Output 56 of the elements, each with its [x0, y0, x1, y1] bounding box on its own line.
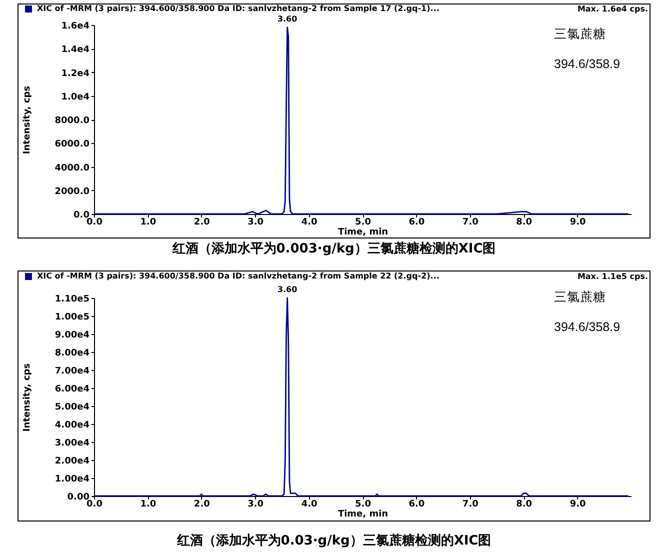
x-tick-label: 1.0	[140, 218, 156, 228]
annotation: 394.6/358.9	[554, 320, 620, 334]
annotation: 394.6/358.9	[554, 57, 620, 71]
x-tick-label: 8.0	[516, 218, 532, 228]
x-tick-label: 8.0	[516, 500, 532, 510]
y-tick-label: 3.00e4	[54, 438, 90, 448]
x-tick-label: 4.0	[301, 500, 318, 510]
x-tick-label: 0.0	[86, 218, 102, 228]
x-tick-label: 3.0	[248, 218, 264, 228]
x-tick-label: 2.0	[194, 500, 210, 510]
x-axis-title: Time, min	[338, 228, 388, 238]
text: 红酒（添加水平为0.03·g/kg）三氯蔗糖检测的XIC图	[176, 532, 492, 548]
y-tick-label: 8.00e4	[54, 348, 90, 358]
y-tick-label: 1.0e4	[61, 92, 90, 102]
y-tick-label: 1.10e5	[54, 294, 90, 304]
x-tick-label: 7.0	[462, 218, 478, 228]
annotation: 3.60	[277, 14, 298, 24]
x-tick-label: 3.0	[248, 500, 264, 510]
text: 红酒（添加水平为0.003·g/kg）三氯蔗糖检测的XIC图	[171, 240, 496, 256]
x-tick-label: 9.0	[570, 500, 586, 510]
y-tick-label: 1.00e5	[54, 312, 90, 322]
x-tick-label: 9.0	[570, 218, 586, 228]
y-tick-label: 7.00e4	[54, 366, 90, 376]
x-tick-label: 5.0	[355, 500, 371, 510]
y-tick-label: 4000.0	[54, 163, 90, 174]
y-tick-label: 6.00e4	[54, 384, 90, 394]
y-tick-label: 4.00e4	[54, 420, 90, 430]
x-axis-title: Time, min	[338, 510, 388, 520]
annotation: 三氯蔗糖	[554, 27, 606, 41]
y-tick-label: 8000.0	[54, 116, 90, 126]
y-tick-label: 1.00e4	[54, 474, 90, 484]
y-tick-label: 6000.0	[54, 140, 90, 150]
y-tick-label: 2.00e4	[54, 456, 90, 466]
y-tick-label: 1.2e4	[61, 68, 90, 79]
x-tick-label: 0.0	[86, 500, 102, 510]
legend-label: XIC of -MRM (3 pairs): 394.600/358.900 Da ID: sanlvzhetang-2 from Sample 22 (2.gq-2)...	[37, 272, 440, 280]
x-tick-label: 2.0	[194, 218, 210, 228]
x-tick-label: 1.0	[140, 500, 156, 510]
legend-label: XIC of -MRM (3 pairs): 394.600/358.900 Da ID: sanlvzhetang-2 from Sample 17 (2.gq-1)...	[37, 4, 440, 13]
y-axis-title: Intensity, cps	[22, 363, 32, 432]
annotation: 三氯蔗糖	[554, 290, 606, 304]
annotation: 3.60	[277, 285, 298, 294]
text: Max. 1.6e4 cps.	[577, 4, 648, 14]
text: Max. 1.1e5 cps.	[577, 272, 648, 281]
y-tick-label: 1.6e4	[61, 22, 90, 32]
x-tick-label: 6.0	[408, 500, 425, 510]
x-tick-label: 6.0	[408, 218, 425, 228]
line-series	[93, 26, 630, 215]
y-tick-label: 1.4e4	[61, 45, 90, 56]
x-tick-label: 7.0	[462, 500, 478, 510]
y-tick-label: 2000.0	[54, 186, 90, 197]
y-axis-title: Intensity, cps	[22, 86, 32, 154]
y-tick-label: 9.00e4	[54, 330, 90, 340]
x-tick-label: 4.0	[301, 218, 318, 228]
y-tick-label: 5.00e4	[54, 402, 90, 412]
x-tick-label: 5.0	[355, 218, 371, 228]
